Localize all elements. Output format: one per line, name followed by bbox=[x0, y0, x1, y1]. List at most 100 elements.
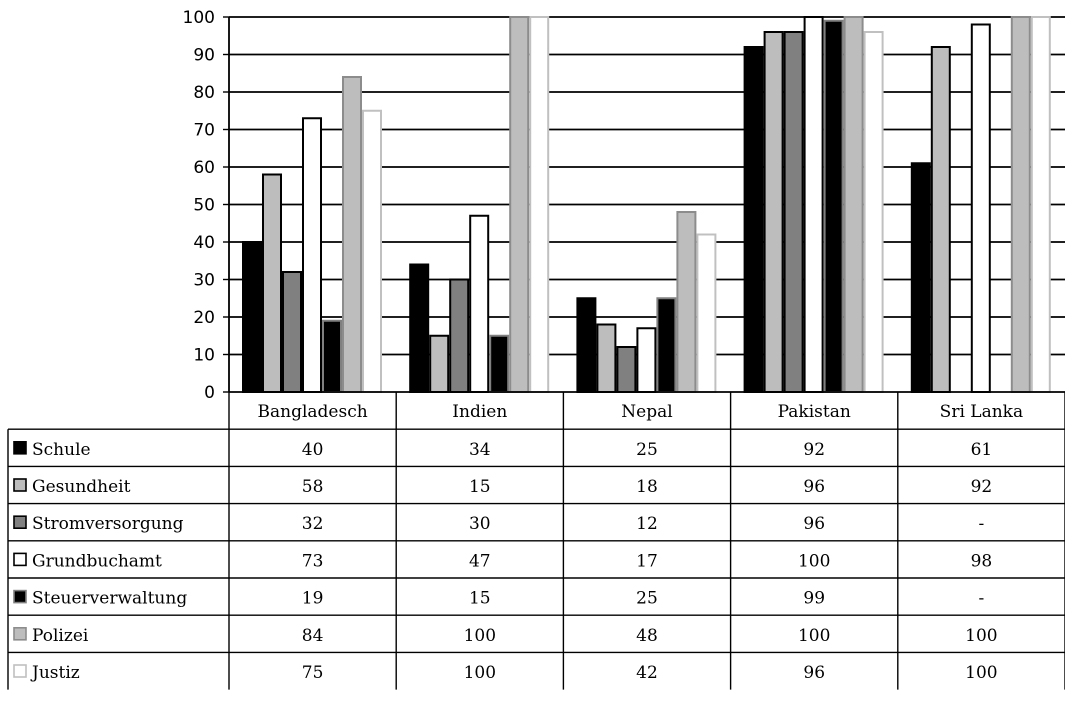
data-label: - bbox=[979, 589, 985, 609]
data-label: 15 bbox=[469, 589, 491, 609]
bar bbox=[302, 117, 322, 393]
data-label: 100 bbox=[798, 626, 830, 646]
bar bbox=[930, 46, 951, 393]
y-tick-label: 80 bbox=[193, 83, 215, 103]
data-label: 75 bbox=[302, 663, 324, 683]
bar bbox=[262, 173, 282, 393]
bar bbox=[843, 16, 864, 393]
data-label: 100 bbox=[798, 551, 830, 571]
series-name: Schule bbox=[32, 440, 91, 460]
data-label: 48 bbox=[636, 626, 658, 646]
data-label: 15 bbox=[469, 477, 491, 497]
bar bbox=[596, 323, 617, 393]
bar bbox=[763, 31, 784, 393]
legend-key bbox=[13, 589, 27, 604]
data-label: 100 bbox=[965, 663, 997, 683]
category-label: Pakistan bbox=[778, 402, 851, 422]
data-label: 84 bbox=[302, 626, 324, 646]
bar bbox=[803, 16, 824, 393]
bar bbox=[696, 233, 717, 393]
bar bbox=[342, 76, 362, 393]
bar bbox=[1030, 16, 1051, 393]
data-label: 17 bbox=[636, 551, 658, 571]
bar bbox=[362, 109, 382, 393]
category-label: Sri Lanka bbox=[940, 402, 1023, 422]
data-label: 99 bbox=[803, 589, 825, 609]
data-label: 30 bbox=[469, 514, 491, 534]
y-tick-label: 90 bbox=[193, 46, 215, 66]
legend-key bbox=[13, 440, 27, 455]
bar bbox=[409, 263, 430, 393]
legend-key bbox=[13, 552, 27, 567]
bar bbox=[489, 334, 510, 393]
legend-key bbox=[13, 626, 27, 641]
bar bbox=[509, 16, 530, 393]
data-label: 73 bbox=[302, 551, 324, 571]
data-label: 58 bbox=[302, 477, 324, 497]
y-tick-label: 20 bbox=[193, 308, 215, 328]
bar bbox=[743, 46, 764, 393]
data-label: 96 bbox=[803, 477, 825, 497]
bar bbox=[576, 297, 597, 393]
data-label: 100 bbox=[464, 626, 496, 646]
data-label: 47 bbox=[469, 551, 491, 571]
data-label: 34 bbox=[469, 440, 491, 460]
bar bbox=[469, 214, 490, 393]
bar bbox=[449, 278, 470, 393]
bar bbox=[783, 31, 804, 393]
data-label: 92 bbox=[971, 477, 993, 497]
legend-key bbox=[13, 515, 27, 530]
series-name: Stromversorgung bbox=[32, 514, 184, 534]
y-tick-label: 50 bbox=[193, 196, 215, 216]
category-label: Nepal bbox=[621, 402, 672, 422]
series-name: Grundbuchamt bbox=[32, 551, 162, 571]
data-label: 40 bbox=[302, 440, 324, 460]
data-label: 96 bbox=[803, 663, 825, 683]
data-label: 12 bbox=[636, 514, 658, 534]
y-tick-label: 70 bbox=[193, 121, 215, 141]
y-tick-label: 30 bbox=[193, 271, 215, 291]
y-tick-label: 0 bbox=[204, 383, 215, 403]
data-label: 98 bbox=[971, 551, 993, 571]
data-label: 18 bbox=[636, 477, 658, 497]
bar bbox=[823, 19, 844, 393]
series-name: Steuerverwaltung bbox=[32, 589, 187, 609]
data-label: 100 bbox=[464, 663, 496, 683]
bar bbox=[429, 334, 450, 393]
series-name: Gesundheit bbox=[32, 477, 131, 497]
bar bbox=[322, 319, 342, 393]
data-label: 32 bbox=[302, 514, 324, 534]
y-tick-label: 10 bbox=[193, 346, 215, 366]
bar bbox=[863, 31, 884, 393]
data-label: 100 bbox=[965, 626, 997, 646]
legend-key bbox=[13, 478, 27, 492]
series-name: Polizei bbox=[32, 626, 89, 646]
data-label: 25 bbox=[636, 440, 658, 460]
bar bbox=[282, 271, 302, 393]
series-name: Justiz bbox=[30, 663, 80, 683]
legend-key bbox=[13, 664, 27, 678]
data-label: 96 bbox=[803, 514, 825, 534]
y-tick-label: 100 bbox=[183, 8, 215, 28]
bar bbox=[242, 241, 262, 393]
data-label: 25 bbox=[636, 589, 658, 609]
category-label: Indien bbox=[452, 402, 507, 422]
bar bbox=[970, 23, 991, 393]
category-label: Bangladesch bbox=[258, 402, 368, 422]
data-label: 42 bbox=[636, 663, 658, 683]
y-tick-label: 40 bbox=[193, 233, 215, 253]
bar bbox=[676, 211, 697, 393]
data-label: - bbox=[979, 514, 985, 534]
data-label: 61 bbox=[971, 440, 993, 460]
bar bbox=[656, 297, 677, 393]
bar bbox=[529, 16, 550, 393]
data-label: 19 bbox=[302, 589, 324, 609]
data-label: 92 bbox=[803, 440, 825, 460]
bar bbox=[1010, 16, 1031, 393]
bar bbox=[616, 346, 637, 393]
bar bbox=[636, 327, 657, 393]
y-tick-label: 60 bbox=[193, 158, 215, 178]
bar bbox=[910, 162, 931, 393]
